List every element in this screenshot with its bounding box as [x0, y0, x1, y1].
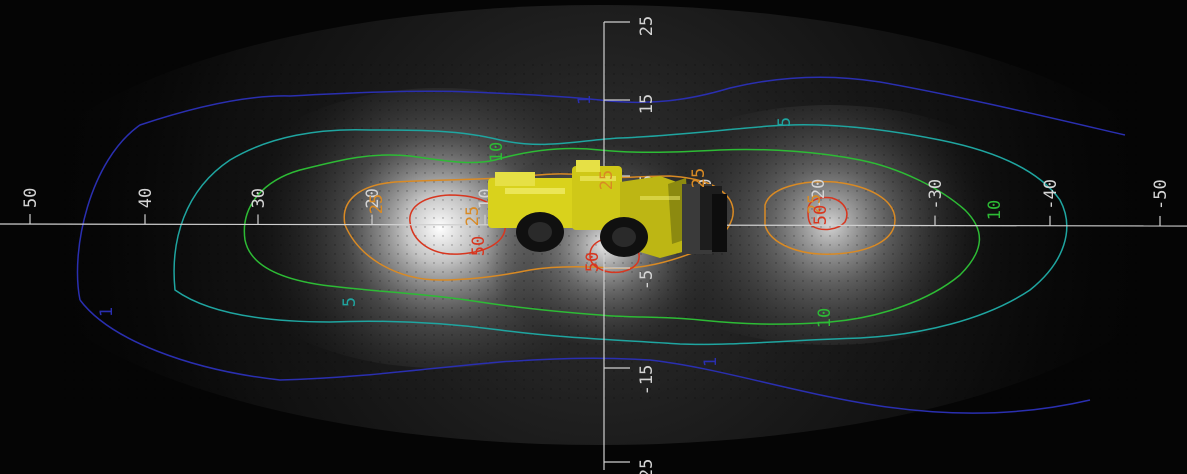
- contour-label: 5: [340, 297, 360, 307]
- contour-label: 1: [97, 307, 117, 317]
- x-axis-tick-label: -30: [926, 179, 946, 210]
- contour-line-25: [343, 173, 734, 281]
- contour-label: 25: [597, 170, 617, 190]
- y-axis-tick-label: -15: [637, 365, 657, 396]
- x-axis-tick-label: 20: [363, 188, 383, 208]
- x-axis-tick-label: -40: [1041, 179, 1061, 210]
- contour-label: 50: [583, 252, 603, 272]
- x-axis-tick-label: 30: [249, 188, 269, 208]
- contour-label: 50: [811, 205, 831, 225]
- y-axis-tick-label: -5: [637, 270, 657, 290]
- contour-line-25: [764, 180, 896, 255]
- contour-label: 1: [701, 357, 721, 367]
- contour-label: 10: [487, 142, 507, 162]
- contour-label: 10: [985, 200, 1005, 220]
- y-axis-tick-label: -25: [637, 459, 657, 474]
- x-axis-tick-label: 50: [21, 188, 41, 208]
- x-axis-tick-label: -20: [809, 179, 829, 210]
- contour-line-10: [243, 147, 981, 325]
- contour-line-1: [76, 76, 1126, 301]
- contour-label: 10: [815, 308, 835, 328]
- y-axis-tick-label: 15: [637, 94, 657, 114]
- contour-line-50: [807, 196, 848, 231]
- contour-label: 25: [689, 168, 709, 188]
- contour-line-1: [79, 299, 1091, 414]
- x-axis-tick-label: 40: [136, 188, 156, 208]
- contour-line-5: [173, 124, 1068, 346]
- contour-lines: [76, 76, 1126, 414]
- contour-label: 25: [367, 194, 387, 214]
- contour-label: 50: [469, 236, 489, 256]
- contour-label: 5: [775, 117, 795, 127]
- contour-label: 25: [805, 194, 825, 214]
- y-axis-tick-label: 25: [637, 16, 657, 36]
- loader-icon: [488, 160, 727, 258]
- x-axis-tick-label: -50: [1151, 179, 1171, 210]
- contour-label: 1: [575, 95, 595, 105]
- contour-label: 25: [463, 206, 483, 226]
